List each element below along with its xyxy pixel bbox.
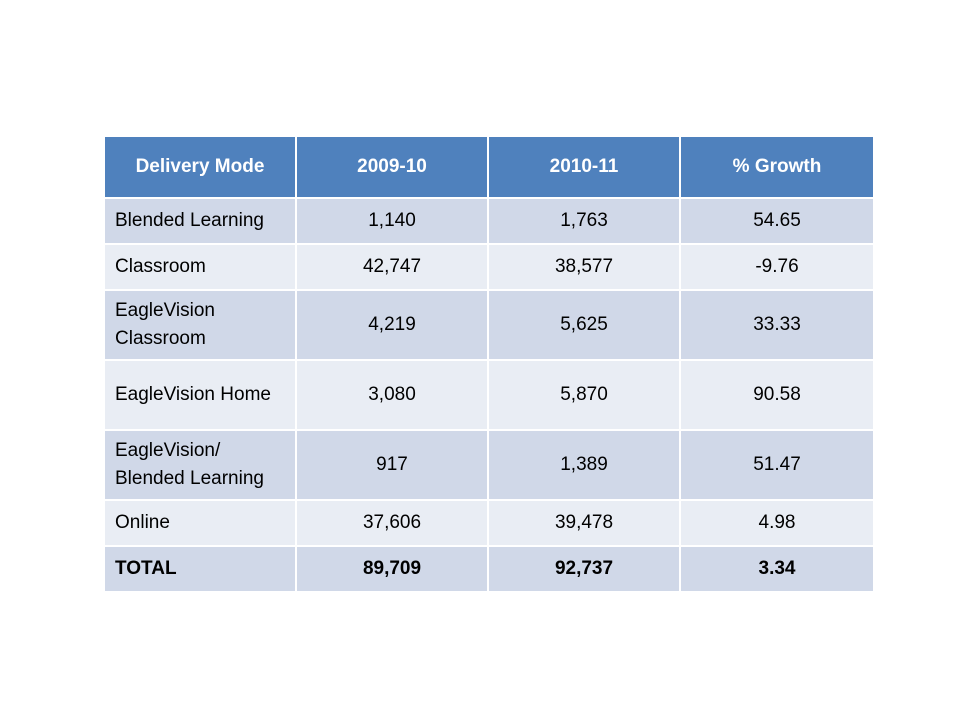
cell-delivery-mode: Online (103, 499, 297, 547)
cell-delivery-mode: Blended Learning (103, 197, 297, 245)
cell-delivery-mode: EagleVision Classroom (103, 289, 297, 361)
cell-2009-10: 917 (295, 429, 489, 501)
cell-2010-11: 38,577 (487, 243, 681, 291)
cell-delivery-mode: Classroom (103, 243, 297, 291)
table-row: EagleVision Home 3,080 5,870 90.58 (103, 359, 875, 431)
table-row: EagleVision Classroom 4,219 5,625 33.33 (103, 289, 875, 361)
cell-growth: 51.47 (679, 429, 875, 501)
cell-growth: 33.33 (679, 289, 875, 361)
cell-2009-10: 89,709 (295, 545, 489, 593)
cell-2009-10: 42,747 (295, 243, 489, 291)
cell-delivery-mode: TOTAL (103, 545, 297, 593)
header-2009-10: 2009-10 (295, 135, 489, 199)
cell-growth: 4.98 (679, 499, 875, 547)
cell-delivery-mode: EagleVision/ Blended Learning (103, 429, 297, 501)
cell-2010-11: 92,737 (487, 545, 681, 593)
cell-2010-11: 5,870 (487, 359, 681, 431)
cell-2010-11: 5,625 (487, 289, 681, 361)
cell-2009-10: 1,140 (295, 197, 489, 245)
cell-2009-10: 4,219 (295, 289, 489, 361)
header-2010-11: 2010-11 (487, 135, 681, 199)
cell-growth: -9.76 (679, 243, 875, 291)
table-row: Classroom 42,747 38,577 -9.76 (103, 243, 875, 291)
cell-growth: 90.58 (679, 359, 875, 431)
table-header-row: Delivery Mode 2009-10 2010-11 % Growth (103, 135, 875, 199)
cell-delivery-mode: EagleVision Home (103, 359, 297, 431)
cell-2010-11: 39,478 (487, 499, 681, 547)
cell-2009-10: 3,080 (295, 359, 489, 431)
table-row: EagleVision/ Blended Learning 917 1,389 … (103, 429, 875, 501)
cell-2009-10: 37,606 (295, 499, 489, 547)
cell-2010-11: 1,763 (487, 197, 681, 245)
table-row: Online 37,606 39,478 4.98 (103, 499, 875, 547)
table-row-total: TOTAL 89,709 92,737 3.34 (103, 545, 875, 593)
cell-growth: 54.65 (679, 197, 875, 245)
header-growth: % Growth (679, 135, 875, 199)
cell-growth: 3.34 (679, 545, 875, 593)
delivery-mode-table: Delivery Mode 2009-10 2010-11 % Growth B… (103, 135, 875, 593)
header-delivery-mode: Delivery Mode (103, 135, 297, 199)
table-row: Blended Learning 1,140 1,763 54.65 (103, 197, 875, 245)
cell-2010-11: 1,389 (487, 429, 681, 501)
